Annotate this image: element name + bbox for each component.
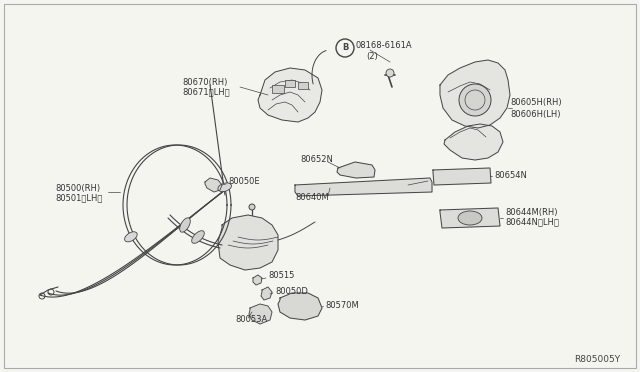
Ellipse shape xyxy=(191,231,204,243)
Polygon shape xyxy=(337,162,375,178)
Polygon shape xyxy=(218,215,278,270)
Ellipse shape xyxy=(458,211,482,225)
Circle shape xyxy=(459,84,491,116)
Bar xyxy=(272,85,284,93)
Polygon shape xyxy=(295,178,432,196)
Circle shape xyxy=(386,69,394,77)
Text: R805005Y: R805005Y xyxy=(574,355,620,364)
Polygon shape xyxy=(205,178,222,192)
Text: 80605H(RH): 80605H(RH) xyxy=(510,97,562,106)
Text: 08168-6161A: 08168-6161A xyxy=(355,42,412,51)
Polygon shape xyxy=(258,68,322,122)
Text: 80654N: 80654N xyxy=(494,170,527,180)
Polygon shape xyxy=(249,304,272,324)
Polygon shape xyxy=(261,287,272,300)
Text: (2): (2) xyxy=(366,51,378,61)
Polygon shape xyxy=(444,124,503,160)
Polygon shape xyxy=(440,208,500,228)
Polygon shape xyxy=(278,293,322,320)
Circle shape xyxy=(249,204,255,210)
Circle shape xyxy=(336,39,354,57)
Text: 80570M: 80570M xyxy=(325,301,359,310)
Polygon shape xyxy=(433,168,491,185)
Text: 80053A: 80053A xyxy=(235,315,268,324)
Text: 80670(RH): 80670(RH) xyxy=(182,77,227,87)
Text: 80644N〈LH〉: 80644N〈LH〉 xyxy=(505,218,559,227)
Text: 80671〈LH〉: 80671〈LH〉 xyxy=(182,87,230,96)
Bar xyxy=(285,80,295,87)
Text: 80501〈LH〉: 80501〈LH〉 xyxy=(55,193,102,202)
Ellipse shape xyxy=(125,232,137,242)
Text: 80644M(RH): 80644M(RH) xyxy=(505,208,557,217)
Text: 80050D: 80050D xyxy=(275,288,308,296)
Text: B: B xyxy=(342,44,348,52)
Ellipse shape xyxy=(180,218,190,232)
Text: 80515: 80515 xyxy=(268,272,294,280)
Text: 80640M: 80640M xyxy=(295,193,329,202)
Polygon shape xyxy=(440,60,510,128)
Polygon shape xyxy=(253,275,262,285)
Text: 80606H(LH): 80606H(LH) xyxy=(510,109,561,119)
Text: 80050E: 80050E xyxy=(228,177,260,186)
Ellipse shape xyxy=(218,183,232,192)
Text: 80652N: 80652N xyxy=(300,155,333,164)
Text: 80500(RH): 80500(RH) xyxy=(55,183,100,192)
Bar xyxy=(298,82,308,89)
